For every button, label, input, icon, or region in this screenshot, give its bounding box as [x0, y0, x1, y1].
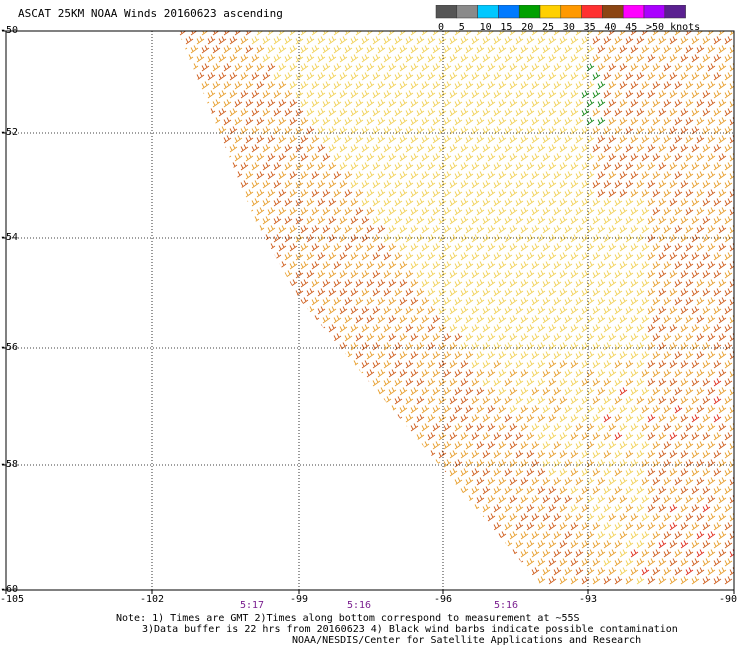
legend-label: 20 — [521, 22, 533, 33]
legend-label: 40 — [604, 22, 616, 33]
map-title: ASCAT 25KM NOAA Winds 20160623 ascending — [18, 7, 283, 20]
legend-label: 45 — [625, 22, 637, 33]
legend-label: 15 — [500, 22, 512, 33]
lon-label: -102 — [139, 594, 165, 605]
lat-label: -58 — [0, 459, 19, 470]
lat-label: -54 — [0, 232, 19, 243]
wind-barbs — [178, 31, 734, 585]
wind-speed-legend: 0 5 10 15 20 25 30 35 40 45 >50 knots — [435, 4, 735, 37]
graticule — [6, 31, 734, 590]
legend-label: 35 — [584, 22, 596, 33]
legend-label: 30 — [563, 22, 575, 33]
lat-label: -56 — [0, 342, 19, 353]
lon-label: -90 — [718, 594, 738, 605]
lon-label: -99 — [289, 594, 309, 605]
wind-barb-map — [2, 30, 735, 594]
legend-label: 10 — [480, 22, 492, 33]
legend-colorbar: 0 5 10 15 20 25 30 35 40 45 >50 knots — [435, 4, 700, 33]
time-label: 5:16 — [493, 600, 519, 611]
note-line-2: 3)Data buffer is 22 hrs from 20160623 4)… — [142, 624, 678, 635]
lon-label: -93 — [578, 594, 598, 605]
legend-label: 25 — [542, 22, 554, 33]
lon-label: -96 — [433, 594, 453, 605]
legend-unit-label: >50 knots — [646, 22, 700, 33]
map-frame — [5, 30, 735, 591]
legend-label: 5 — [459, 22, 465, 33]
lat-label: -50 — [0, 25, 19, 36]
lat-label: -52 — [0, 127, 19, 138]
legend-swatch — [664, 4, 686, 19]
lat-label: -60 — [0, 584, 19, 595]
time-label: 5:17 — [239, 600, 265, 611]
note-line-3: NOAA/NESDIS/Center for Satellite Applica… — [292, 635, 642, 646]
lon-label: -105 — [0, 594, 25, 605]
time-label: 5:16 — [346, 600, 372, 611]
legend-label: 0 — [438, 22, 444, 33]
note-line-1: Note: 1) Times are GMT 2)Times along bot… — [116, 613, 580, 624]
